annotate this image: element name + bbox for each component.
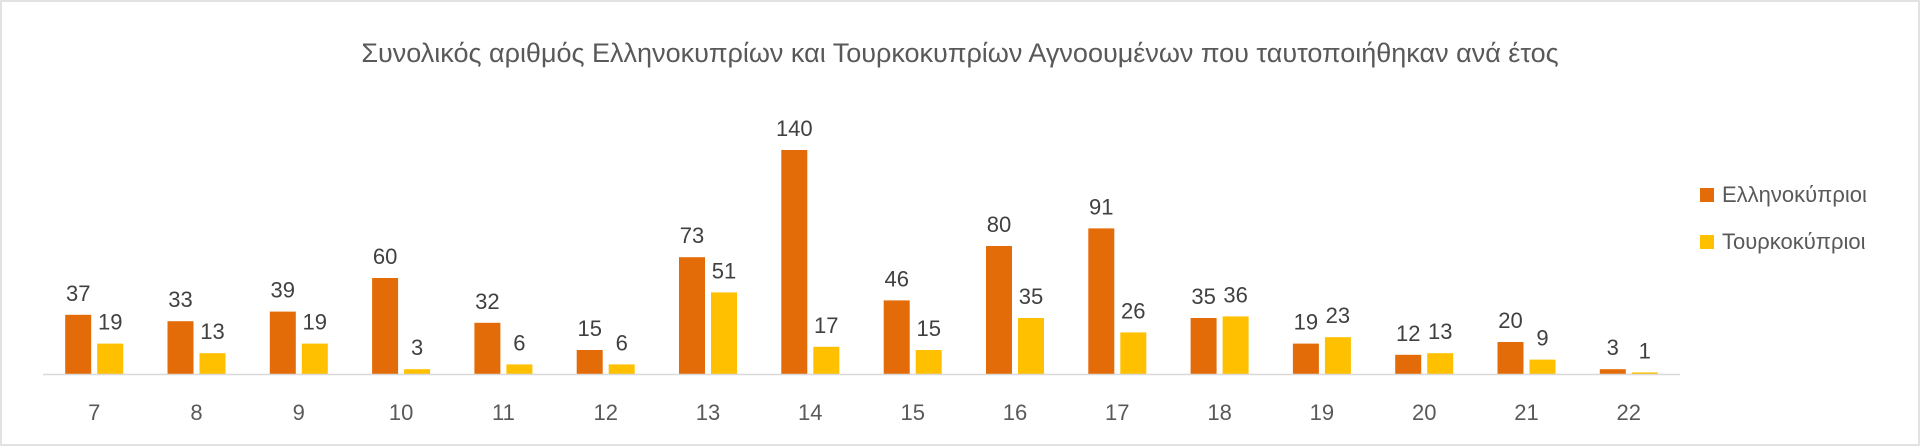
bar-turkish-cypriots-7 (97, 343, 124, 374)
data-label-greek-cypriots-7: 37 (66, 281, 90, 306)
bar-turkish-cypriots-15 (915, 350, 942, 374)
x-tick-label-7: 7 (88, 400, 100, 425)
x-tick-label-22: 22 (1617, 400, 1641, 425)
x-tick-label-19: 19 (1310, 400, 1334, 425)
data-label-turkish-cypriots-21: 9 (1536, 326, 1548, 351)
legend-swatch-greek-cypriots (1700, 188, 1714, 202)
bar-turkish-cypriots-21 (1529, 359, 1556, 374)
bar-greek-cypriots-10 (372, 278, 399, 374)
x-tick-label-8: 8 (190, 400, 202, 425)
bar-greek-cypriots-21 (1497, 342, 1524, 374)
data-label-greek-cypriots-17: 91 (1089, 194, 1113, 219)
x-tick-label-20: 20 (1412, 400, 1436, 425)
bar-greek-cypriots-20 (1395, 354, 1422, 374)
data-label-greek-cypriots-19: 19 (1294, 310, 1318, 335)
bar-turkish-cypriots-10 (404, 369, 431, 374)
bar-greek-cypriots-18 (1190, 318, 1217, 374)
data-label-greek-cypriots-21: 20 (1498, 308, 1522, 333)
chart-title: Συνολικός αριθμός Ελληνοκυπρίων και Τουρ… (361, 38, 1558, 68)
data-label-greek-cypriots-14: 140 (776, 116, 813, 141)
data-label-greek-cypriots-11: 32 (475, 289, 499, 314)
data-label-turkish-cypriots-22: 1 (1639, 338, 1651, 363)
data-label-turkish-cypriots-12: 6 (616, 330, 628, 355)
x-tick-label-9: 9 (293, 400, 305, 425)
x-tick-labels-group: 7 8 9 10 11 12 13 14 15 16 17 18 19 20 21 22 (88, 400, 1641, 425)
data-label-greek-cypriots-15: 46 (884, 266, 908, 291)
data-label-greek-cypriots-9: 39 (271, 278, 295, 303)
x-tick-label-16: 16 (1003, 400, 1027, 425)
data-label-turkish-cypriots-7: 19 (98, 310, 122, 335)
legend-swatch-turkish-cypriots (1700, 235, 1714, 249)
data-label-turkish-cypriots-17: 26 (1121, 298, 1145, 323)
data-label-turkish-cypriots-18: 36 (1223, 282, 1247, 307)
bar-greek-cypriots-7 (65, 314, 92, 374)
x-tick-label-14: 14 (798, 400, 822, 425)
data-label-turkish-cypriots-20: 13 (1428, 319, 1452, 344)
data-label-greek-cypriots-13: 73 (680, 223, 704, 248)
x-tick-label-21: 21 (1514, 400, 1538, 425)
data-label-greek-cypriots-16: 80 (987, 212, 1011, 237)
bar-turkish-cypriots-8 (199, 353, 226, 374)
data-label-greek-cypriots-22: 3 (1607, 335, 1619, 360)
data-label-turkish-cypriots-11: 6 (513, 330, 525, 355)
x-tick-label-10: 10 (389, 400, 413, 425)
data-label-greek-cypriots-8: 33 (168, 287, 192, 312)
bar-greek-cypriots-13 (679, 257, 705, 374)
data-label-turkish-cypriots-13: 51 (712, 258, 736, 283)
value-labels-group: 3719331339196033261567351140174615803591… (66, 116, 1651, 363)
bar-turkish-cypriots-17 (1120, 332, 1147, 374)
data-label-turkish-cypriots-10: 3 (411, 335, 423, 360)
bar-greek-cypriots-9 (269, 311, 296, 374)
bar-turkish-cypriots-12 (608, 364, 635, 374)
bar-greek-cypriots-19 (1292, 343, 1319, 374)
bar-greek-cypriots-15 (883, 300, 910, 374)
data-label-turkish-cypriots-8: 13 (200, 319, 224, 344)
x-tick-label-17: 17 (1105, 400, 1129, 425)
bar-turkish-cypriots-19 (1324, 337, 1351, 374)
bar-turkish-cypriots-20 (1427, 353, 1454, 374)
bar-turkish-cypriots-18 (1222, 316, 1249, 374)
data-label-turkish-cypriots-14: 17 (814, 313, 838, 338)
data-label-turkish-cypriots-9: 19 (303, 310, 327, 335)
bar-turkish-cypriots-13 (711, 292, 737, 374)
bar-turkish-cypriots-14 (813, 346, 840, 374)
x-tick-label-12: 12 (593, 400, 617, 425)
x-tick-label-11: 11 (492, 400, 515, 425)
bar-greek-cypriots-17 (1088, 228, 1115, 374)
bar-turkish-cypriots-9 (301, 343, 328, 374)
x-tick-label-15: 15 (900, 400, 924, 425)
legend-label-turkish-cypriots: Τουρκοκύπριοι (1722, 229, 1866, 254)
data-label-turkish-cypriots-15: 15 (916, 316, 940, 341)
legend-label-greek-cypriots: Ελληνοκύπριοι (1722, 182, 1867, 207)
bar-turkish-cypriots-22 (1631, 372, 1658, 374)
legend: Ελληνοκύπριοι Τουρκοκύπριοι (1700, 182, 1867, 254)
bar-greek-cypriots-11 (474, 322, 501, 374)
bar-greek-cypriots-8 (167, 321, 194, 374)
data-label-greek-cypriots-20: 12 (1396, 321, 1420, 346)
data-label-greek-cypriots-12: 15 (577, 316, 601, 341)
data-label-greek-cypriots-18: 35 (1191, 284, 1215, 309)
bar-greek-cypriots-22 (1599, 369, 1626, 374)
data-label-turkish-cypriots-19: 23 (1326, 303, 1350, 328)
bar-turkish-cypriots-11 (506, 364, 533, 374)
bar-greek-cypriots-14 (781, 150, 808, 374)
bar-greek-cypriots-12 (576, 350, 603, 374)
bars-group (65, 150, 1658, 374)
data-label-greek-cypriots-10: 60 (373, 244, 397, 269)
data-label-turkish-cypriots-16: 35 (1019, 284, 1043, 309)
bar-greek-cypriots-16 (986, 246, 1012, 374)
bar-turkish-cypriots-16 (1018, 318, 1044, 374)
x-tick-label-13: 13 (696, 400, 720, 425)
x-tick-label-18: 18 (1207, 400, 1231, 425)
